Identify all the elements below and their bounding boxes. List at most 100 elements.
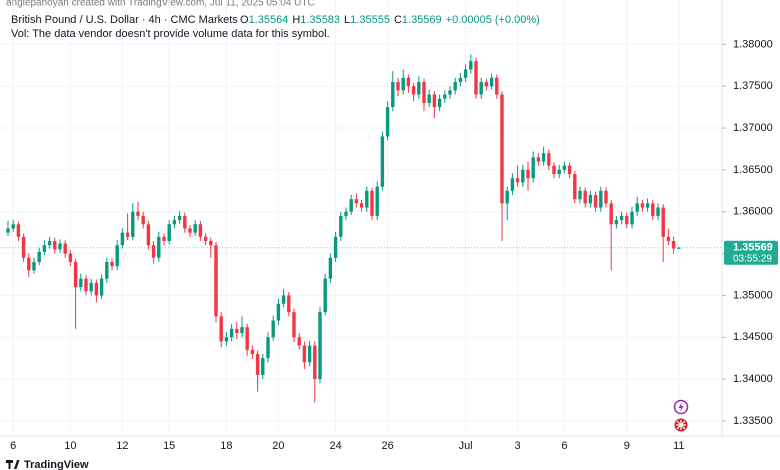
candle-body bbox=[474, 61, 478, 95]
candle-body bbox=[500, 94, 504, 204]
candle-body bbox=[318, 312, 322, 380]
candle-body bbox=[328, 257, 333, 279]
volume-note: Vol: The data vendor doesn't provide vol… bbox=[11, 28, 330, 40]
candle-body bbox=[198, 224, 203, 237]
candle-body bbox=[84, 278, 88, 292]
candle-body bbox=[510, 178, 515, 191]
candle-body bbox=[593, 194, 598, 208]
candle-body bbox=[292, 312, 296, 338]
candle-body bbox=[266, 337, 270, 359]
candle-body bbox=[417, 82, 421, 95]
candle-body bbox=[359, 203, 364, 208]
candle-body bbox=[671, 241, 676, 249]
candle-body bbox=[120, 232, 125, 246]
candle-body bbox=[339, 215, 343, 237]
legend-row: O1.35564 H1.35583 L1.35555 C1.35569 +0.00005… bbox=[240, 14, 540, 26]
candle-body bbox=[16, 224, 21, 237]
candle-body bbox=[385, 107, 390, 137]
candle-body bbox=[635, 203, 639, 212]
candle-body bbox=[261, 358, 265, 375]
candle-body bbox=[396, 82, 400, 91]
candle-body bbox=[131, 211, 135, 237]
candle-body bbox=[625, 215, 629, 225]
candle-body bbox=[177, 215, 182, 221]
y-tick-label: 1.36500 bbox=[733, 164, 773, 176]
candle-body bbox=[567, 165, 572, 175]
candle-body bbox=[562, 165, 567, 170]
candle-body bbox=[224, 337, 229, 342]
candle-body bbox=[541, 153, 546, 162]
legend-key: L bbox=[344, 14, 350, 26]
candle-body bbox=[313, 345, 317, 380]
candle-body bbox=[489, 77, 494, 87]
candle-body bbox=[255, 353, 260, 375]
candle-body bbox=[422, 82, 426, 103]
candle-body bbox=[640, 203, 645, 208]
x-tick-label: 20 bbox=[272, 440, 284, 452]
countdown: 03:55:29 bbox=[733, 253, 772, 264]
candle-body bbox=[99, 278, 104, 296]
candle-body bbox=[37, 251, 41, 262]
last-price-label: 1.35569 bbox=[733, 242, 773, 254]
candle-body bbox=[89, 282, 93, 292]
legend-value: 1.35564 bbox=[249, 14, 289, 26]
candle-body bbox=[21, 236, 26, 258]
candle-body bbox=[354, 199, 359, 204]
candle-body bbox=[484, 82, 489, 87]
candle-body bbox=[281, 295, 286, 304]
candle-body bbox=[536, 157, 541, 162]
y-tick-label: 1.38000 bbox=[733, 38, 773, 50]
candle-body bbox=[53, 241, 57, 250]
candle-body bbox=[6, 228, 10, 233]
y-tick-label: 1.35000 bbox=[733, 289, 773, 301]
candle-body bbox=[661, 207, 665, 237]
candle-body bbox=[344, 211, 348, 216]
candle-body bbox=[547, 153, 551, 166]
legend-value: 1.35569 bbox=[402, 14, 442, 26]
x-tick-label: 15 bbox=[163, 440, 175, 452]
candle-body bbox=[458, 77, 463, 83]
candle-body bbox=[167, 224, 171, 242]
candle-body bbox=[73, 261, 78, 288]
candle-body bbox=[105, 261, 109, 279]
candle-body bbox=[42, 245, 47, 252]
legend-value: 1.35583 bbox=[300, 14, 340, 26]
candle-body bbox=[193, 224, 197, 233]
candle-body bbox=[479, 82, 483, 95]
x-tick-label: 12 bbox=[116, 440, 128, 452]
x-tick-label: 3 bbox=[515, 440, 521, 452]
candle-body bbox=[276, 303, 281, 321]
legend-change: +0.00005 (+0.00%) bbox=[446, 14, 540, 26]
chart-title: British Pound / U.S. Dollar · 4h · CMC M… bbox=[11, 14, 238, 26]
candle-body bbox=[333, 236, 338, 258]
candle-body bbox=[370, 190, 374, 216]
candle-body bbox=[47, 241, 52, 246]
plot-area bbox=[0, 0, 722, 436]
candle-body bbox=[110, 261, 114, 267]
candle-body bbox=[521, 169, 525, 183]
candle-body bbox=[573, 174, 577, 200]
x-tick-label: 18 bbox=[220, 440, 232, 452]
candle-body bbox=[401, 77, 405, 91]
candle-body bbox=[214, 245, 218, 317]
candle-body bbox=[557, 169, 561, 175]
candle-body bbox=[453, 82, 457, 91]
candle-body bbox=[146, 224, 151, 246]
candle-body bbox=[448, 90, 452, 95]
candle-body bbox=[229, 328, 234, 338]
candle-body bbox=[531, 157, 535, 179]
x-tick-label: 24 bbox=[329, 440, 341, 452]
ohlc-legend: O1.35564 H1.35583 L1.35555 C1.35569 +0.00005… bbox=[240, 14, 540, 26]
x-tick-label: 6 bbox=[561, 440, 567, 452]
candle-body bbox=[235, 328, 239, 334]
legend-key: C bbox=[394, 14, 402, 26]
candle-body bbox=[245, 327, 249, 350]
candle-body bbox=[11, 224, 15, 229]
candle-body bbox=[645, 203, 650, 208]
candle-body bbox=[666, 236, 671, 242]
candle-body bbox=[609, 203, 613, 225]
candle-body bbox=[323, 278, 327, 313]
candle-body bbox=[287, 295, 291, 313]
